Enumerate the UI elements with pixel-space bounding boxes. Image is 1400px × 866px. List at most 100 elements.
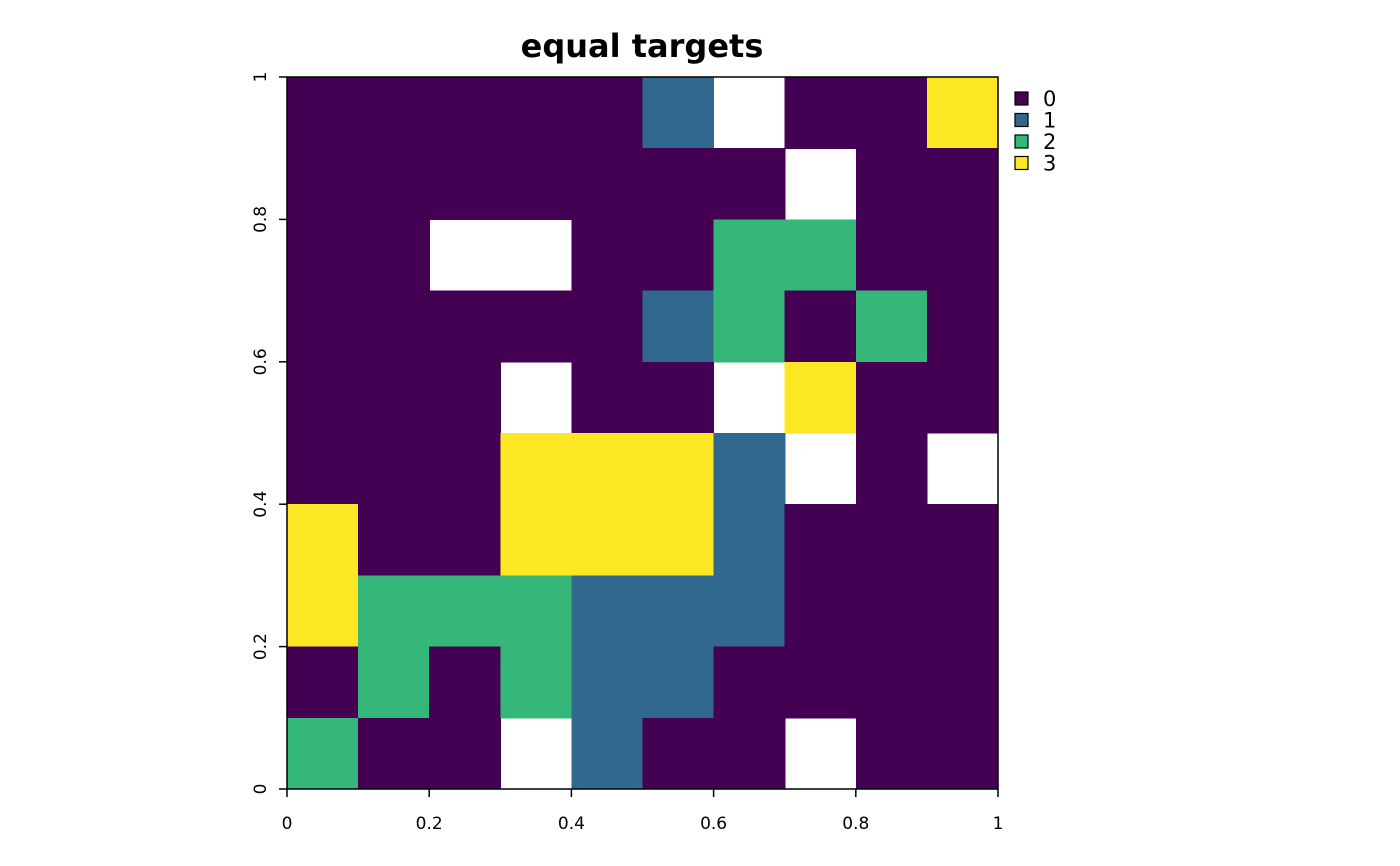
raster-cell (571, 290, 644, 363)
raster-cell (642, 717, 715, 790)
raster-cell (571, 433, 644, 505)
raster-cell (358, 717, 430, 790)
raster-cell (429, 148, 501, 220)
raster-cell (571, 575, 644, 648)
raster-cell (855, 504, 928, 576)
x-tick-label: 1 (993, 814, 1004, 834)
raster-cell (571, 219, 644, 292)
raster-cell (287, 433, 359, 505)
raster-cell (500, 646, 572, 719)
raster-cell (784, 77, 857, 149)
raster-cell (429, 575, 501, 648)
raster-cell (429, 504, 501, 576)
raster-cell (642, 219, 715, 292)
x-tick-label: 0.2 (416, 814, 443, 834)
legend-label: 1 (1043, 109, 1056, 133)
raster-cell (358, 504, 430, 576)
legend-swatch (1014, 155, 1029, 171)
y-tick-label: 0.8 (251, 206, 271, 233)
legend-swatch (1014, 134, 1029, 149)
raster-cell (429, 646, 501, 719)
raster-cell (713, 646, 786, 719)
raster-cell (571, 148, 644, 220)
raster-cell (287, 717, 359, 790)
raster-cell (642, 290, 715, 363)
raster-cell (855, 717, 928, 790)
x-tick-label: 0.8 (842, 814, 869, 834)
raster-cell (287, 646, 359, 719)
raster-cell (358, 219, 430, 292)
raster-cell (287, 219, 359, 292)
raster-cell (926, 290, 999, 363)
raster-cell (855, 290, 928, 363)
raster-cell (358, 361, 430, 434)
raster-cell (926, 575, 999, 648)
raster-cell (500, 504, 572, 576)
raster-cell (926, 148, 999, 220)
raster-cell (287, 290, 359, 363)
x-axis: 0 0.2 0.4 0.6 0.8 1 (282, 789, 1004, 834)
raster-cell (642, 361, 715, 434)
y-tick-label: 0.6 (251, 348, 271, 375)
raster-cell (855, 433, 928, 505)
raster-cell (713, 717, 786, 790)
raster-cell (713, 148, 786, 220)
x-tick-label: 0.4 (558, 814, 585, 834)
raster-cell (571, 717, 644, 790)
legend-label: 0 (1043, 87, 1056, 111)
raster-cell (713, 290, 786, 363)
raster-cell (784, 575, 857, 648)
raster-cell (358, 433, 430, 505)
raster-cell (784, 219, 857, 292)
raster-cell (358, 148, 430, 220)
raster-cell (784, 646, 857, 719)
raster-cell (926, 504, 999, 576)
legend-swatch (1014, 91, 1029, 106)
y-tick-label: 0.2 (251, 633, 271, 660)
raster-cell (642, 646, 715, 719)
raster-cell (855, 219, 928, 292)
raster-cell (358, 646, 430, 719)
raster-cell (358, 290, 430, 363)
y-tick-label: 1 (251, 72, 271, 83)
raster-cell (926, 219, 999, 292)
raster-cell (429, 290, 501, 363)
raster-cell (926, 717, 999, 790)
raster-cell (713, 504, 786, 576)
legend-swatch (1014, 112, 1029, 128)
raster-cell (642, 575, 715, 648)
x-tick-label: 0 (282, 814, 293, 834)
raster-cell (429, 77, 501, 149)
raster-cell (855, 575, 928, 648)
raster-cell (500, 77, 572, 149)
raster-cell (500, 148, 572, 220)
raster-cell (642, 77, 715, 149)
raster-cell (287, 148, 359, 220)
raster-cell (571, 361, 644, 434)
raster-cell (571, 646, 644, 719)
raster-cell (926, 77, 999, 149)
raster-cell (926, 646, 999, 719)
raster-cell (855, 646, 928, 719)
raster-cell (784, 504, 857, 576)
y-tick-label: 0 (251, 784, 271, 795)
y-tick-label: 0.4 (251, 491, 271, 518)
raster-cell (358, 575, 430, 648)
raster-cell (358, 77, 430, 149)
x-tick-label: 0.6 (700, 814, 727, 834)
raster-cell (287, 361, 359, 434)
raster-cell (855, 77, 928, 149)
raster-cell (287, 77, 359, 149)
raster-cells (287, 77, 999, 790)
raster-cell (926, 361, 999, 434)
raster-cell (429, 717, 501, 790)
raster-cell (642, 148, 715, 220)
raster-cell (642, 504, 715, 576)
raster-cell (571, 77, 644, 149)
y-axis: 0 0.2 0.4 0.6 0.8 1 (251, 72, 287, 795)
raster-cell (784, 290, 857, 363)
raster-cell (713, 575, 786, 648)
raster-cell (500, 575, 572, 648)
